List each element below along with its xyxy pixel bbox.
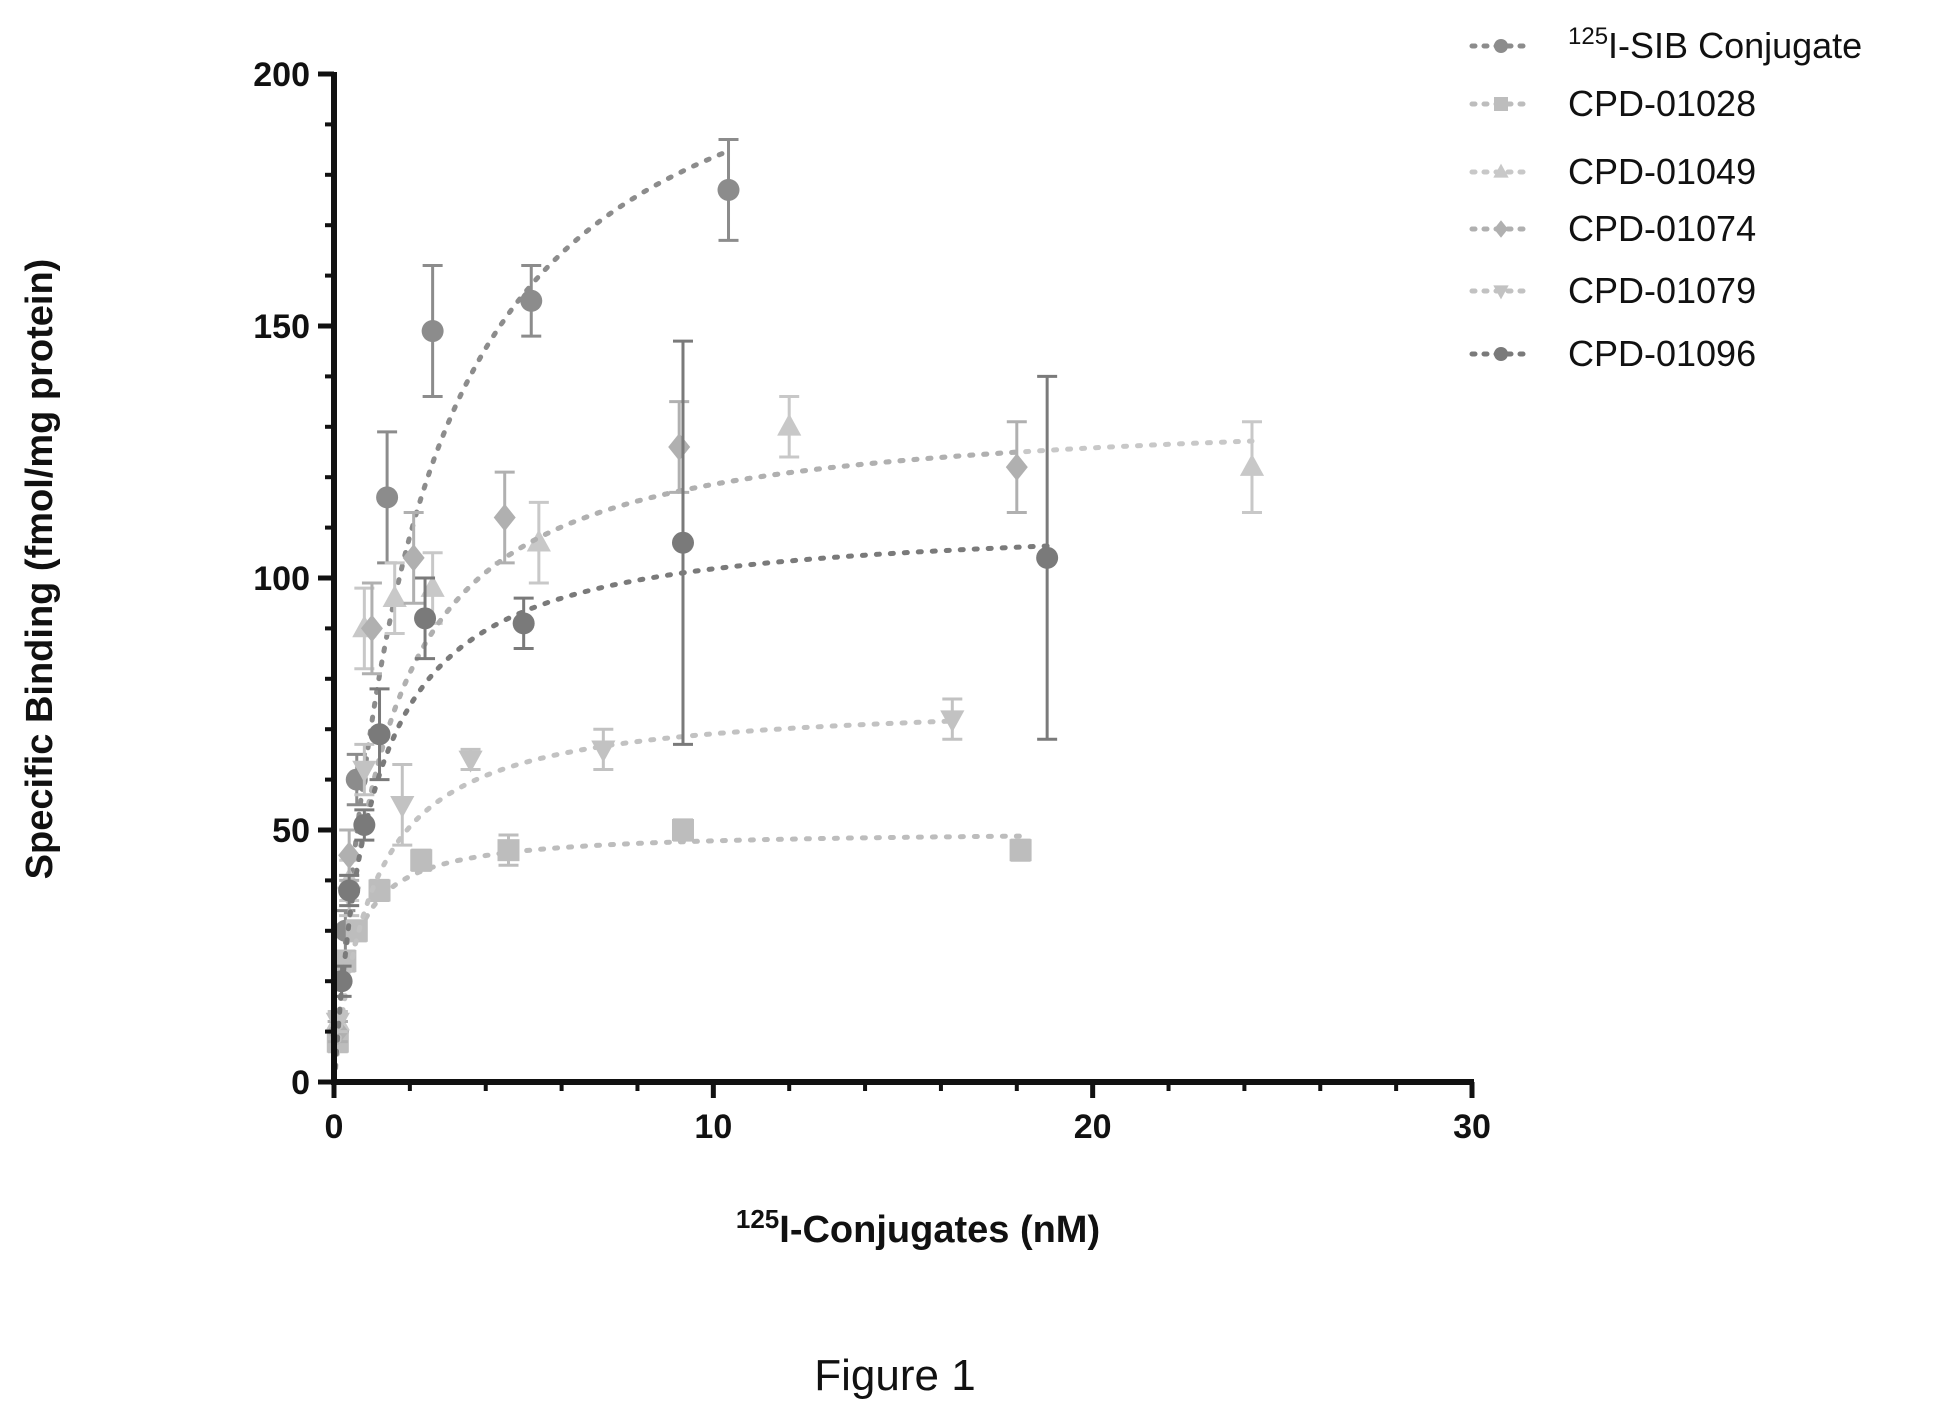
data-point — [414, 607, 437, 630]
data-point — [376, 486, 399, 509]
data-point — [458, 750, 483, 773]
data-point — [382, 584, 407, 607]
legend-marker — [1494, 220, 1508, 238]
data-point — [526, 529, 551, 552]
data-point — [368, 879, 391, 902]
x-axis-label-text: I-Conjugates (nM) — [779, 1209, 1100, 1251]
y-tick-label: 0 — [291, 1064, 310, 1102]
x-tick-label: 20 — [1074, 1108, 1112, 1146]
legend-label: CPD-01074 — [1568, 208, 1756, 249]
legend-label: CPD-01079 — [1568, 270, 1756, 311]
data-point — [410, 849, 433, 872]
legend-label: CPD-01028 — [1568, 83, 1756, 124]
legend-item: CPD-01096 — [1469, 333, 1756, 374]
legend-marker — [1494, 39, 1508, 53]
legend-marker — [1494, 97, 1508, 111]
data-point — [360, 614, 383, 643]
data-point — [668, 433, 691, 461]
legend-item: CPD-01049 — [1469, 151, 1756, 192]
y-tick-label: 200 — [253, 56, 310, 94]
data-point — [420, 574, 445, 597]
y-tick-label: 50 — [272, 812, 310, 850]
legend-label: CPD-01049 — [1568, 151, 1756, 192]
x-tick-label: 0 — [325, 1108, 344, 1146]
axes: 0 10 20 30 0 50 100 150 200 — [253, 56, 1491, 1146]
y-tick-label: 150 — [253, 308, 310, 346]
series-1 — [326, 138, 740, 1085]
data-point — [512, 612, 535, 635]
data-point — [1009, 839, 1032, 862]
legend-item: CPD-01028 — [1469, 83, 1756, 124]
data-point — [591, 740, 616, 763]
fit-curve — [331, 449, 1020, 1085]
data-point — [671, 531, 694, 554]
legend-label: CPD-01096 — [1568, 333, 1756, 374]
x-axis-label: 125I-Conjugates (nM) — [736, 1204, 1100, 1251]
data-point — [1239, 453, 1265, 476]
series-5 — [325, 697, 965, 1085]
plot-area — [325, 138, 1265, 1085]
legend-item: CPD-01079 — [1469, 270, 1756, 311]
fit-curve — [331, 543, 1050, 1085]
figure-caption: Figure 1 — [814, 1351, 975, 1400]
data-point — [368, 723, 391, 746]
legend-label-text: I-SIB Conjugate — [1608, 25, 1862, 66]
data-point — [940, 710, 965, 733]
data-point — [352, 760, 377, 783]
legend-marker — [1493, 163, 1509, 178]
data-point — [1036, 546, 1059, 569]
legend-marker — [1493, 285, 1509, 300]
data-point — [338, 879, 361, 902]
data-point — [493, 503, 516, 532]
data-point — [671, 819, 694, 841]
y-axis-label: Specific Binding (fmol/mg protein) — [19, 259, 61, 880]
data-point — [421, 320, 444, 343]
data-point — [390, 796, 415, 818]
legend-label-superscript: 125 — [1568, 23, 1608, 50]
legend-marker — [1494, 347, 1508, 361]
data-point — [353, 813, 376, 836]
data-point — [402, 544, 425, 572]
data-point — [1005, 453, 1028, 481]
legend-item: 125I-SIB Conjugate — [1469, 23, 1862, 66]
series-4 — [326, 400, 1028, 1085]
data-point — [338, 841, 361, 869]
data-point — [777, 413, 802, 436]
fit-curve — [331, 833, 1024, 1085]
y-tick-label: 100 — [253, 560, 310, 598]
legend-label: 125I-SIB Conjugate — [1568, 23, 1862, 66]
x-axis-label-superscript: 125 — [736, 1204, 779, 1234]
x-tick-label: 10 — [694, 1108, 732, 1146]
series-2 — [326, 818, 1032, 1085]
series-3 — [325, 395, 1265, 1085]
fit-curve — [331, 718, 955, 1085]
legend-item: CPD-01074 — [1469, 208, 1756, 249]
data-point — [520, 289, 543, 312]
data-point — [497, 839, 520, 862]
x-tick-label: 30 — [1453, 1108, 1491, 1146]
legend: 125I-SIB Conjugate CPD-01028 CPD-01049 CPD-… — [1469, 23, 1862, 374]
data-point — [717, 178, 740, 201]
